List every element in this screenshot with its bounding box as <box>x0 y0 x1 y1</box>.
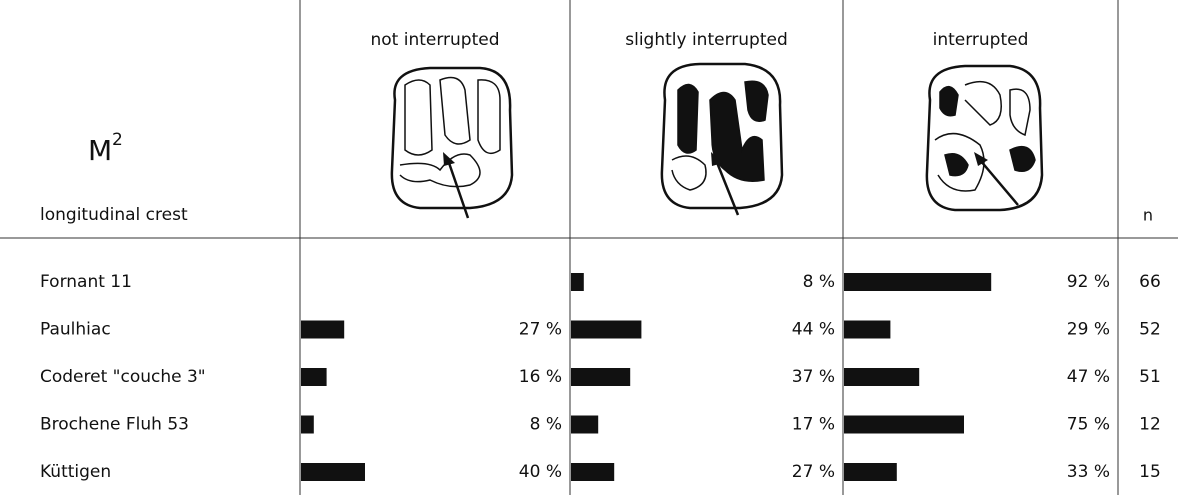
title-superscript: 2 <box>112 130 123 150</box>
bar <box>844 321 890 339</box>
n-value: 12 <box>1139 415 1161 435</box>
tooth-illustration <box>927 66 1042 210</box>
bar <box>571 321 641 339</box>
bar <box>571 416 598 434</box>
tooth-illustration <box>392 68 512 218</box>
column-header: interrupted <box>933 30 1029 50</box>
value-label: 8 % <box>530 415 562 435</box>
n-value: 51 <box>1139 367 1161 387</box>
value-label: 16 % <box>519 367 562 387</box>
chart: M 2 longitudinal crest n not interrupted… <box>0 0 1178 495</box>
n-value: 15 <box>1139 462 1161 482</box>
bar <box>844 416 964 434</box>
value-label: 29 % <box>1067 320 1110 340</box>
row-label: Paulhiac <box>40 320 111 340</box>
bar <box>844 273 991 291</box>
n-value: 52 <box>1139 320 1161 340</box>
row-label: Fornant 11 <box>40 272 132 292</box>
tooth-illustration <box>662 64 782 215</box>
bar <box>844 463 897 481</box>
bar <box>301 368 327 386</box>
value-label: 27 % <box>519 320 562 340</box>
title: M <box>88 134 112 167</box>
bar <box>301 416 314 434</box>
row-label: Coderet "couche 3" <box>40 367 206 387</box>
value-label: 47 % <box>1067 367 1110 387</box>
bar <box>571 273 584 291</box>
column-header: not interrupted <box>370 30 499 50</box>
bar <box>844 368 919 386</box>
n-header: n <box>1143 206 1153 225</box>
value-label: 44 % <box>792 320 835 340</box>
bar <box>301 321 344 339</box>
value-label: 8 % <box>803 272 835 292</box>
row-label: Brochene Fluh 53 <box>40 415 189 435</box>
value-label: 40 % <box>519 462 562 482</box>
n-value: 66 <box>1139 272 1161 292</box>
value-label: 37 % <box>792 367 835 387</box>
value-label: 75 % <box>1067 415 1110 435</box>
value-label: 17 % <box>792 415 835 435</box>
row-label: Küttigen <box>40 462 111 482</box>
bar <box>571 463 614 481</box>
value-label: 27 % <box>792 462 835 482</box>
bar <box>571 368 630 386</box>
value-label: 33 % <box>1067 462 1110 482</box>
column-header: slightly interrupted <box>625 30 788 50</box>
bar <box>301 463 365 481</box>
subtitle: longitudinal crest <box>40 205 188 225</box>
value-label: 92 % <box>1067 272 1110 292</box>
